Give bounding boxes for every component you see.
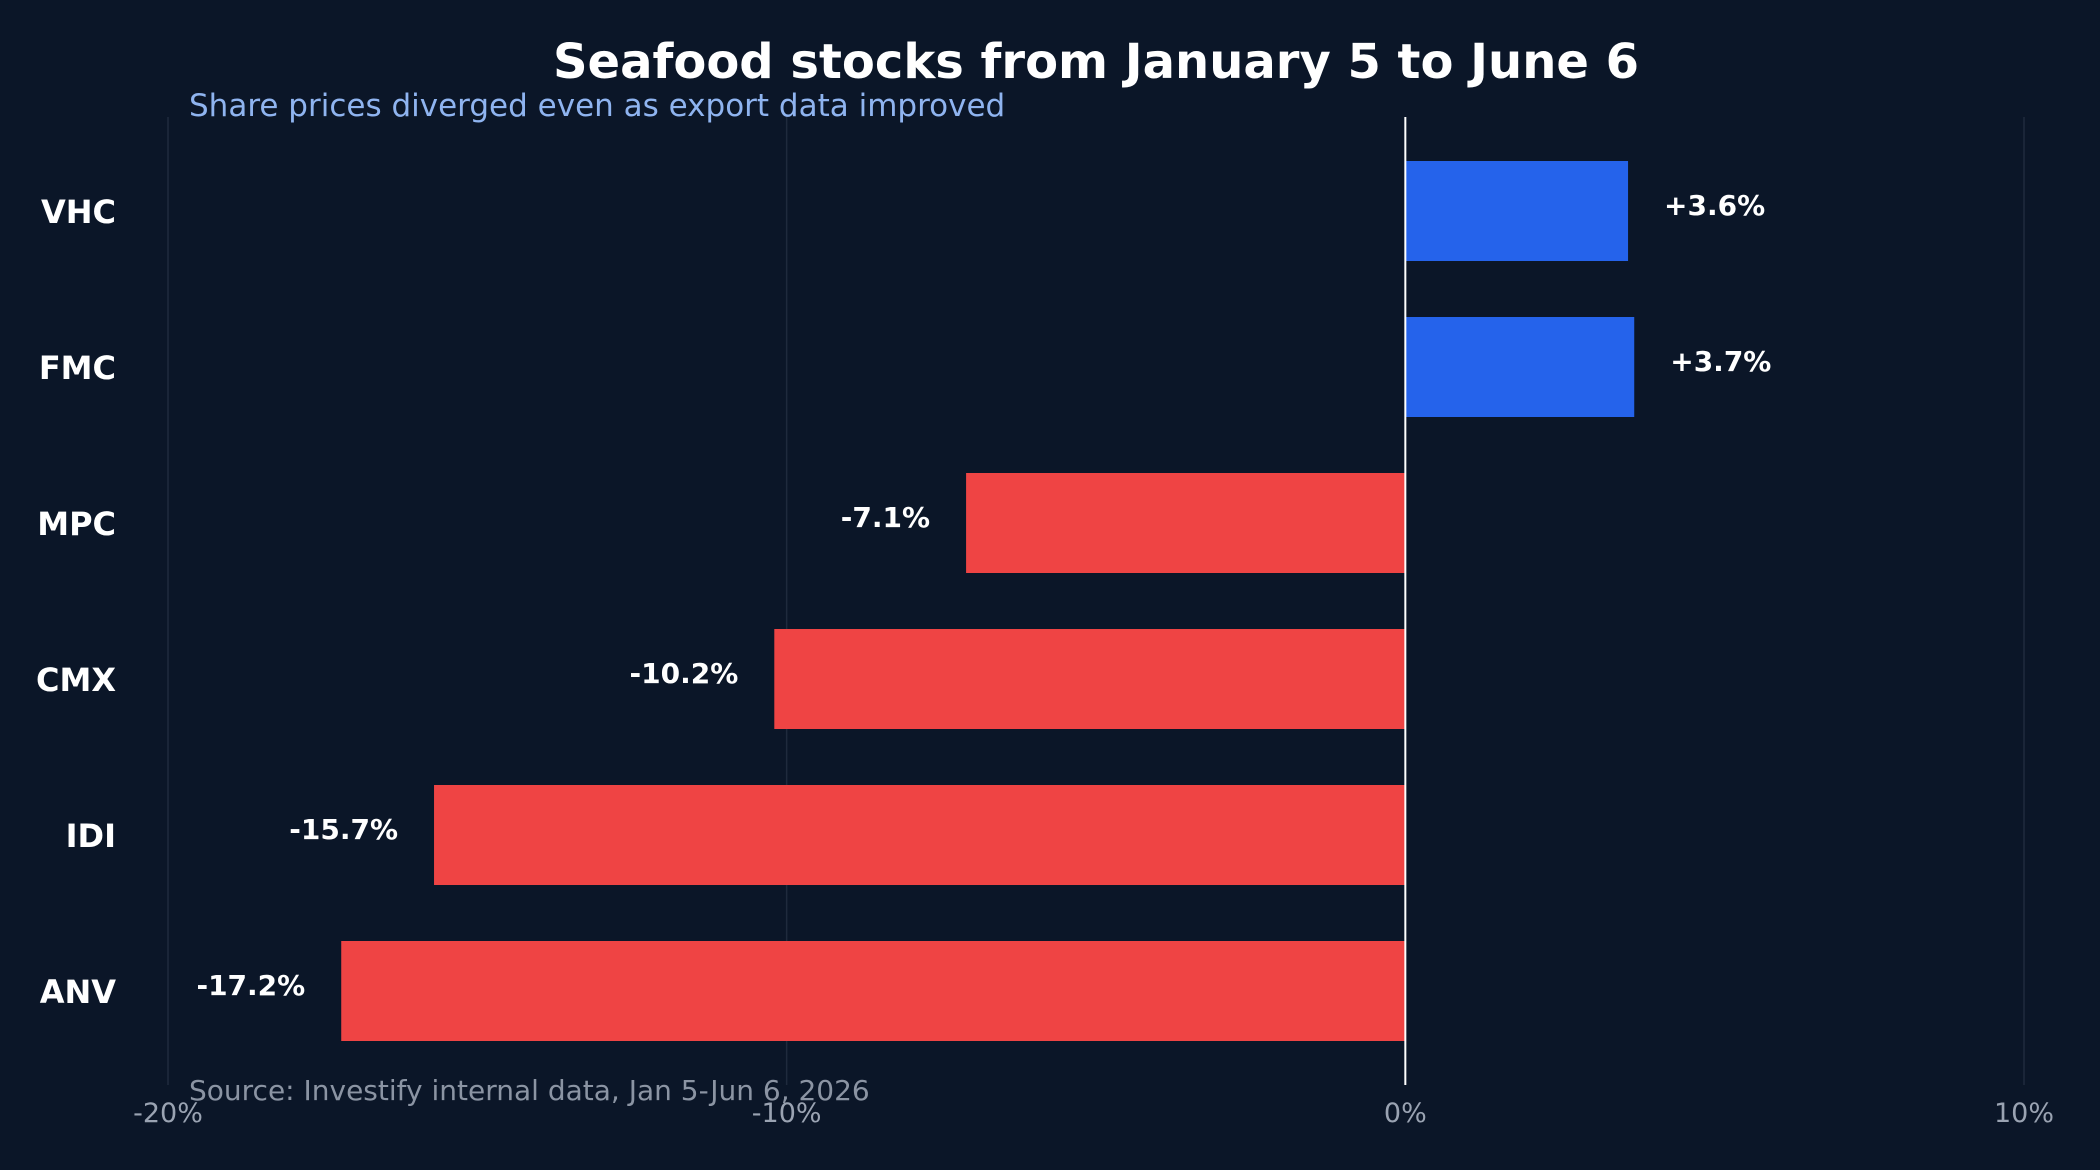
value-label-mpc: -7.1% (841, 501, 930, 534)
bar-fmc (1405, 317, 1635, 417)
chart-title: Seafood stocks from January 5 to June 6 (553, 34, 1639, 90)
value-label-idi: -15.7% (289, 813, 398, 846)
x-tick-label: 0% (1384, 1098, 1427, 1129)
x-tick-label: -10% (752, 1098, 822, 1129)
chart-subtitle: Share prices diverged even as export dat… (189, 88, 1005, 124)
bars (341, 117, 1635, 1085)
bar-idi (434, 785, 1406, 885)
category-label-anv: ANV (40, 973, 117, 1011)
bar-mpc (966, 473, 1406, 573)
category-label-vhc: VHC (41, 193, 116, 231)
value-label-vhc: +3.6% (1664, 189, 1765, 222)
value-label-cmx: -10.2% (630, 657, 739, 690)
category-label-cmx: CMX (36, 661, 116, 699)
x-tick-label: 10% (1994, 1098, 2054, 1129)
bar-anv (341, 941, 1406, 1041)
bar-vhc (1405, 161, 1629, 261)
gridlines (167, 117, 2025, 1085)
value-label-anv: -17.2% (196, 969, 305, 1002)
bar-cmx (774, 629, 1406, 729)
category-label-fmc: FMC (39, 349, 116, 387)
value-label-fmc: +3.7% (1670, 345, 1771, 378)
labels: -20% -10% 0% 10% VHC +3.6% FMC +3.7% MPC -7.1% CMX… (36, 189, 2054, 1129)
category-label-mpc: MPC (37, 505, 116, 543)
x-tick-label: -20% (133, 1098, 203, 1129)
category-label-idi: IDI (66, 817, 116, 855)
chart-source-note: Source: Investify internal data, Jan 5-J… (189, 1074, 870, 1107)
